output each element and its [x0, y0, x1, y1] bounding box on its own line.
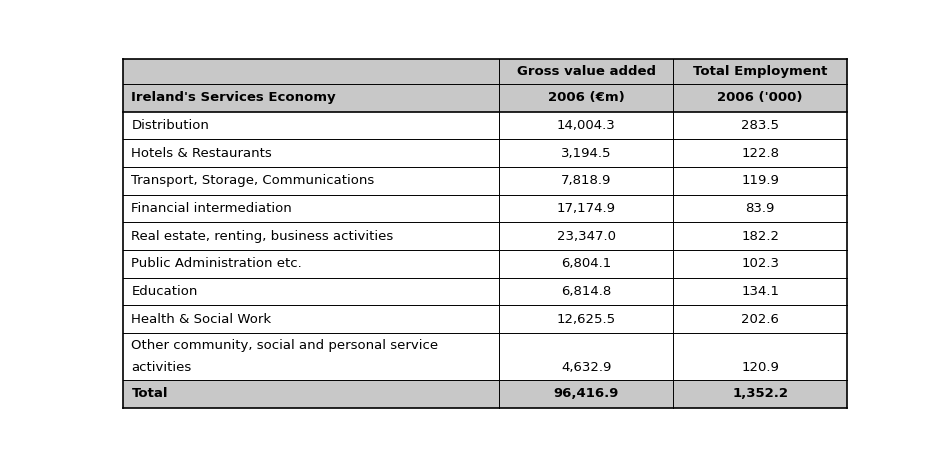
Text: 23,347.0: 23,347.0 [557, 230, 616, 243]
Bar [123, 333, 847, 380]
Text: 96,416.9: 96,416.9 [553, 387, 619, 400]
Text: 6,804.1: 6,804.1 [561, 257, 611, 270]
Text: Other community, social and personal service: Other community, social and personal ser… [131, 339, 439, 352]
Bar [123, 305, 847, 333]
Text: 6,814.8: 6,814.8 [561, 285, 611, 298]
Text: Hotels & Restaurants: Hotels & Restaurants [131, 146, 272, 159]
Text: 122.8: 122.8 [741, 146, 780, 159]
Text: 3,194.5: 3,194.5 [561, 146, 611, 159]
Text: Total: Total [131, 387, 168, 400]
Text: 102.3: 102.3 [741, 257, 780, 270]
Text: Gross value added: Gross value added [517, 65, 656, 78]
Bar [123, 380, 847, 407]
Text: Public Administration etc.: Public Administration etc. [131, 257, 302, 270]
Text: 1,352.2: 1,352.2 [732, 387, 788, 400]
Bar [123, 195, 847, 222]
Text: Distribution: Distribution [131, 119, 209, 132]
Text: 12,625.5: 12,625.5 [556, 313, 616, 326]
Bar [123, 59, 847, 84]
Text: Ireland's Services Economy: Ireland's Services Economy [131, 91, 336, 104]
Bar [123, 167, 847, 195]
Bar [123, 278, 847, 305]
Text: Total Employment: Total Employment [692, 65, 827, 78]
Text: 7,818.9: 7,818.9 [561, 174, 611, 187]
Text: 202.6: 202.6 [741, 313, 779, 326]
Bar [123, 222, 847, 250]
Text: 283.5: 283.5 [741, 119, 780, 132]
Text: Real estate, renting, business activities: Real estate, renting, business activitie… [131, 230, 394, 243]
Text: 182.2: 182.2 [741, 230, 780, 243]
Text: 17,174.9: 17,174.9 [557, 202, 616, 215]
Text: 134.1: 134.1 [741, 285, 780, 298]
Text: Financial intermediation: Financial intermediation [131, 202, 292, 215]
Text: 4,632.9: 4,632.9 [561, 361, 611, 374]
Text: Transport, Storage, Communications: Transport, Storage, Communications [131, 174, 375, 187]
Text: activities: activities [131, 361, 192, 374]
Text: 14,004.3: 14,004.3 [557, 119, 616, 132]
Text: 120.9: 120.9 [741, 361, 779, 374]
Text: 119.9: 119.9 [741, 174, 779, 187]
Text: 2006 ('000): 2006 ('000) [717, 91, 803, 104]
Text: Health & Social Work: Health & Social Work [131, 313, 272, 326]
Text: 83.9: 83.9 [745, 202, 775, 215]
Bar [123, 250, 847, 278]
Text: Education: Education [131, 285, 198, 298]
Bar [123, 84, 847, 111]
Bar [123, 139, 847, 167]
Text: 2006 (€m): 2006 (€m) [548, 91, 624, 104]
Bar [123, 111, 847, 139]
